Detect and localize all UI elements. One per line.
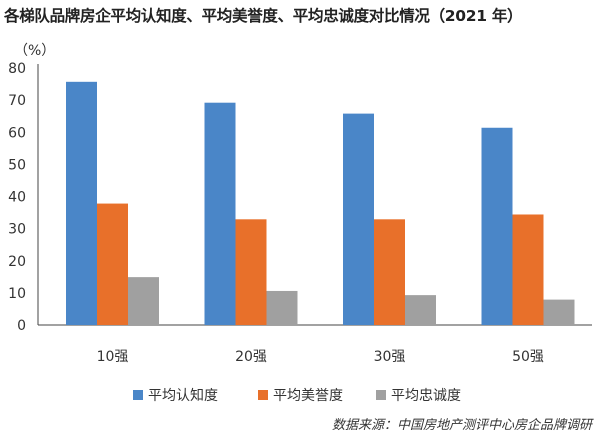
- bar-3-2: [266, 290, 298, 325]
- x-tick-label: 10强: [97, 349, 129, 365]
- y-tick-label: 10: [8, 286, 26, 302]
- bar-3-3: [405, 295, 436, 325]
- data-source-note: 数据来源：中国房地产测评中心房企品牌调研: [331, 418, 592, 433]
- bar-1-1: [66, 81, 97, 325]
- legend-label: 平均忠诚度: [391, 388, 461, 404]
- x-tick-label: 20强: [235, 349, 267, 365]
- legend-label: 平均认知度: [148, 387, 218, 404]
- bar-3-1: [128, 277, 159, 325]
- y-axis-unit-label: （%）: [14, 43, 56, 59]
- bar-1-3: [343, 113, 374, 326]
- legend-swatch: [133, 390, 143, 400]
- legend-swatch: [376, 390, 386, 400]
- y-tick-label: 0: [17, 318, 26, 334]
- chart-title: 各梯队品牌房企平均认知度、平均美誉度、平均忠诚度对比情况（2021 年）: [4, 7, 523, 25]
- y-tick-label: 70: [8, 93, 26, 109]
- y-tick-label: 40: [8, 190, 26, 206]
- bar-1-4: [481, 127, 513, 325]
- x-tick-label: 30强: [374, 349, 406, 365]
- bar-1-2: [204, 102, 236, 325]
- legend-swatch: [258, 390, 268, 400]
- bar-3-4: [543, 299, 575, 325]
- bar-2-3: [374, 219, 405, 325]
- y-tick-label: 30: [8, 222, 26, 238]
- y-tick-label: 20: [8, 254, 26, 270]
- bar-2-4: [512, 214, 544, 325]
- y-tick-label: 80: [8, 61, 26, 77]
- bar-2-1: [97, 203, 128, 325]
- y-tick-label: 50: [8, 157, 26, 173]
- y-tick-label: 60: [8, 125, 26, 141]
- x-tick-label: 50强: [512, 349, 544, 365]
- bar-2-2: [235, 219, 267, 325]
- legend-label: 平均美誉度: [273, 388, 343, 404]
